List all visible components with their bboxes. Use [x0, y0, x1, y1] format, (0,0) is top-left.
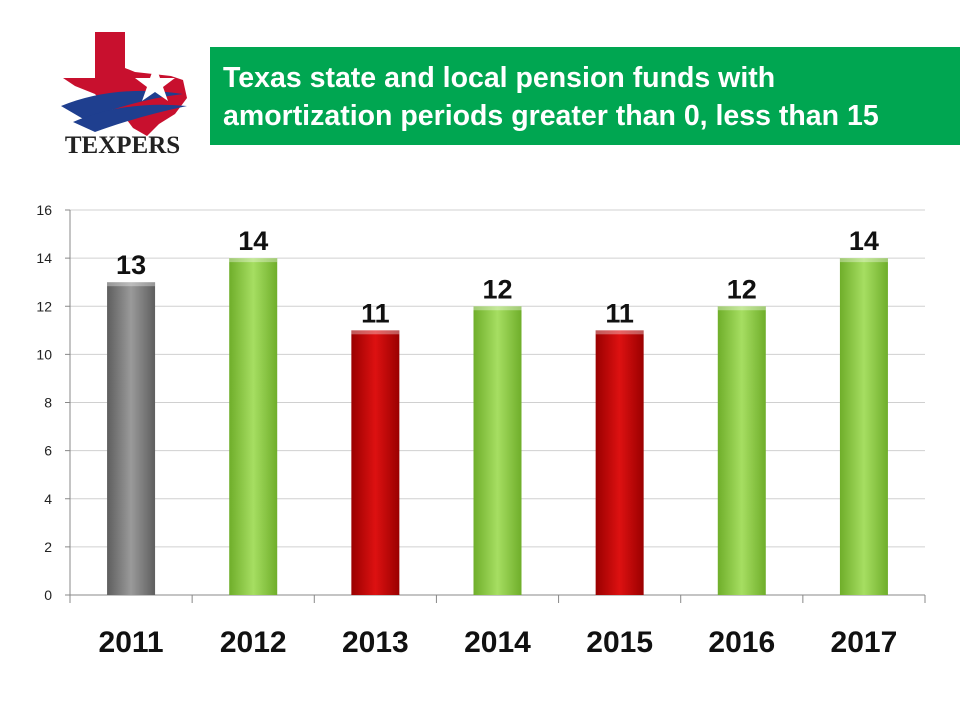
title-banner: Texas state and local pension funds with… — [210, 47, 960, 145]
data-label: 11 — [605, 298, 634, 328]
logo-text: TEXPERS — [64, 132, 181, 159]
data-label: 12 — [727, 274, 757, 304]
y-tick-label: 10 — [36, 346, 52, 362]
y-tick-label: 14 — [36, 250, 52, 266]
x-tick-label: 2015 — [586, 626, 653, 659]
chart-bars — [107, 256, 888, 595]
x-tick-label: 2017 — [831, 626, 898, 659]
y-tick-label: 6 — [44, 443, 52, 459]
bar-cap — [595, 328, 644, 335]
y-tick-labels: 0 2 4 6 8 10 12 14 16 — [36, 202, 52, 603]
x-tick-labels: 2011 2012 2013 2014 2015 2016 2017 — [99, 626, 898, 659]
x-tick-label: 2011 — [99, 626, 164, 659]
bar-body — [473, 306, 522, 595]
x-tick-label: 2013 — [342, 626, 409, 659]
bar-cap — [107, 280, 156, 287]
texpers-logo: TEXPERS — [55, 28, 190, 168]
bar-cap — [473, 304, 522, 311]
bar-body — [351, 330, 400, 595]
bar-2017 — [839, 256, 888, 595]
data-label: 14 — [238, 226, 268, 256]
texas-map-star-icon — [61, 32, 187, 136]
title-line-2: amortization periods greater than 0, les… — [223, 100, 879, 132]
y-tick-label: 12 — [36, 298, 52, 314]
bar-body — [839, 258, 888, 595]
bar-cap — [839, 256, 888, 263]
bar-2013 — [351, 328, 400, 595]
x-tick-label: 2014 — [464, 626, 531, 659]
bar-cap — [229, 256, 278, 263]
data-labels: 13 14 11 12 11 12 14 — [116, 226, 879, 328]
chart-gridlines — [70, 209, 925, 548]
bar-body — [717, 306, 766, 595]
data-label: 13 — [116, 250, 146, 280]
bar-body — [229, 258, 278, 595]
x-tick-label: 2012 — [220, 626, 287, 659]
bar-2011 — [107, 280, 156, 595]
bar-2012 — [229, 256, 278, 595]
x-tick-label: 2016 — [708, 626, 775, 659]
bar-2014 — [473, 304, 522, 595]
bar-cap — [351, 328, 400, 335]
bar-cap — [717, 304, 766, 311]
data-label: 14 — [849, 226, 879, 256]
bar-body — [107, 282, 156, 595]
y-tick-label: 0 — [44, 587, 52, 603]
bar-2015 — [595, 328, 644, 595]
y-tick-label: 8 — [44, 395, 52, 411]
y-tick-label: 2 — [44, 539, 52, 555]
data-label: 12 — [482, 274, 512, 304]
data-label: 11 — [361, 298, 390, 328]
bar-2016 — [717, 304, 766, 595]
y-tick-label: 16 — [36, 202, 52, 218]
title-line-1: Texas state and local pension funds with — [223, 62, 776, 94]
y-tick-label: 4 — [44, 491, 52, 507]
bar-body — [595, 330, 644, 595]
